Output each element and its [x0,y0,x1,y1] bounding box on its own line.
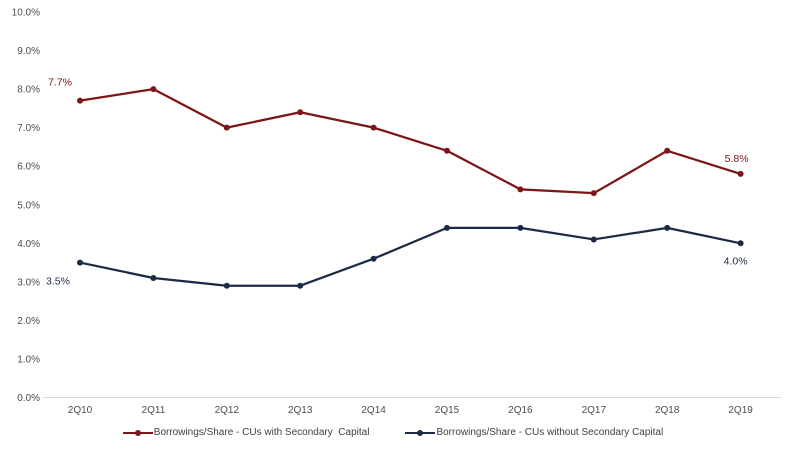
data-point-marker [223,282,230,289]
data-point-marker [444,147,450,154]
legend-item-without-secondary-capital: Borrowings/Share - CUs without Secondary… [405,427,663,438]
series-line-1 [78,226,742,287]
x-axis-tick-label: 2Q16 [508,405,533,416]
data-point-marker [370,255,377,262]
y-axis-tick-label: 10.0% [12,8,40,19]
y-axis-tick-label: 2.0% [17,316,40,327]
y-axis-tick-label: 7.0% [17,123,40,134]
data-point-marker [590,190,597,197]
y-axis-tick-label: 9.0% [17,46,40,57]
y-axis-tick-label: 1.0% [17,354,40,365]
x-axis-tick-label: 2Q18 [655,405,680,416]
data-point-marker [517,224,524,231]
y-axis-tick-label: 3.0% [17,277,40,288]
data-point-marker [444,224,450,231]
x-axis-tick-label: 2Q10 [68,405,93,416]
x-axis-tick-label: 2Q13 [288,405,313,416]
data-point-marker [664,224,671,231]
data-point-marker [297,109,304,116]
data-point-marker [737,240,744,247]
legend-item-label: Borrowings/Share - CUs with Secondary Ca… [153,427,370,438]
legend-item-with-secondary-capital: Borrowings/Share - CUs with Secondary Ca… [122,427,370,438]
data-point-marker [150,86,157,93]
data-label: 3.5% [46,276,70,288]
legend-marker-line-icon [405,429,436,436]
y-axis-tick-label: 6.0% [17,162,40,173]
data-label: 4.0% [724,255,748,267]
x-axis-tick-label: 2Q14 [361,405,386,416]
legend-item-label: Borrowings/Share - CUs without Secondary… [436,427,664,438]
data-point-marker [664,147,671,154]
x-axis-tick-label: 2Q19 [728,405,753,416]
x-axis-tick-label: 2Q17 [582,405,607,416]
y-axis-tick-label: 5.0% [17,200,40,211]
data-point-marker [517,186,524,193]
data-point-marker [297,282,304,289]
legend-marker-line-icon [122,429,153,436]
x-axis-tick-label: 2Q15 [435,405,460,416]
data-point-marker [223,124,230,131]
data-point-marker [370,124,377,131]
data-point-marker [737,170,744,177]
data-label: 5.8% [725,153,749,165]
data-point-marker [590,236,597,243]
y-axis-tick-label: 8.0% [17,85,40,96]
data-label: 7.7% [48,77,72,89]
y-axis-tick-label: 0.0% [17,393,40,404]
x-axis-tick-label: 2Q12 [215,405,240,416]
data-point-marker [77,259,83,266]
x-axis-tick-label: 2Q11 [142,405,166,416]
data-point-marker [150,274,157,281]
data-point-marker [77,97,83,104]
y-axis-tick-label: 4.0% [17,239,40,250]
series-line-0 [78,87,742,195]
chart-legend: Borrowings/Share - CUs with Secondary Ca… [0,427,786,438]
